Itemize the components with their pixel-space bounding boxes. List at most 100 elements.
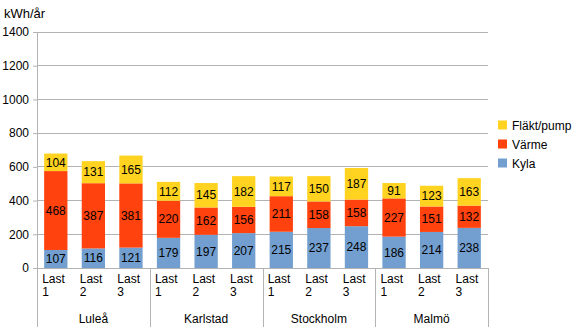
bar (44, 154, 67, 172)
group-label: Stockholm (291, 312, 347, 326)
group-separator (488, 268, 489, 327)
bar (382, 183, 405, 198)
y-tick: 1200 (2, 59, 37, 73)
bar (232, 207, 255, 233)
legend-label: Värme (512, 138, 548, 152)
y-axis: 0200400600800100012001400 (2, 25, 37, 275)
group-separator (37, 268, 38, 327)
data-label: 237 (309, 241, 329, 255)
legend-swatch (498, 140, 507, 149)
legend-label: Kyla (512, 157, 536, 171)
bar (82, 161, 105, 183)
x-tick-label: Last3 (456, 272, 479, 300)
data-label: 381 (121, 209, 141, 223)
y-tick-mark (33, 99, 37, 100)
data-label: 215 (271, 243, 291, 257)
bar (119, 183, 142, 247)
bar (458, 228, 481, 268)
y-tick-label: 1000 (2, 93, 29, 107)
x-tick-label: Last3 (343, 272, 366, 300)
x-tick-label: Last2 (305, 272, 328, 300)
data-label: 123 (422, 189, 442, 203)
bar (307, 228, 330, 268)
bar (382, 198, 405, 236)
x-tick: Last3 (456, 272, 479, 300)
bar (119, 156, 142, 184)
data-label: 187 (346, 177, 366, 191)
bar (232, 176, 255, 207)
group-label: Malmö (414, 312, 450, 326)
x-tick: Last1 (380, 272, 403, 300)
data-label: 112 (159, 185, 178, 199)
data-label: 387 (83, 209, 103, 223)
bar (345, 200, 368, 227)
data-label: 179 (159, 246, 179, 260)
x-tick: Last1 (42, 272, 65, 300)
bar (194, 207, 217, 234)
bar (44, 250, 67, 268)
bar (458, 206, 481, 228)
bar (194, 183, 217, 207)
bar (382, 237, 405, 268)
data-label: 121 (121, 251, 141, 265)
data-label: 207 (234, 244, 254, 258)
chart: 0200400600800100012001400kWh/år107116121… (0, 0, 579, 335)
bar (345, 168, 368, 200)
data-label: 214 (422, 243, 442, 257)
x-tick: Last3 (343, 272, 366, 300)
bar (157, 182, 180, 201)
x-tick: Last3 (117, 272, 140, 300)
bar (307, 201, 330, 228)
grid-line (37, 99, 488, 100)
bar (232, 233, 255, 268)
x-tick: Last2 (192, 272, 215, 300)
data-label: 162 (196, 214, 216, 228)
data-label: 145 (196, 188, 216, 202)
data-label: 468 (46, 204, 66, 218)
bar (420, 232, 443, 268)
grid-line (37, 32, 488, 33)
x-tick: Last3 (230, 272, 253, 300)
y-tick-mark (33, 167, 37, 168)
data-label: 131 (83, 165, 103, 179)
series (44, 226, 481, 268)
data-label: 182 (234, 185, 254, 199)
grid-line (37, 65, 488, 66)
y-tick-mark (33, 234, 37, 235)
data-label: 156 (234, 213, 254, 227)
data-label: 158 (346, 206, 366, 220)
x-tick-label: Last1 (380, 272, 403, 300)
legend-swatch (498, 121, 507, 130)
y-tick-label: 1200 (2, 59, 29, 73)
x-groups: Luleå Karlstad Stockholm Malmö (38, 268, 489, 327)
x-tick-label: Last1 (155, 272, 178, 300)
y-tick: 1400 (2, 25, 37, 39)
group-label: Luleå (79, 312, 109, 326)
y-tick-label: 400 (9, 194, 29, 208)
data-labels: 1071161211791972072152372481862142384683… (46, 156, 480, 267)
y-tick: 600 (9, 160, 37, 174)
y-tick-label: 1400 (2, 25, 29, 39)
y-tick: 400 (9, 194, 37, 208)
legend: Fläkt/pump Värme Kyla (498, 119, 572, 171)
legend-swatch (498, 159, 507, 168)
y-tick-label: 800 (9, 126, 29, 140)
data-label: 211 (272, 207, 291, 221)
group-label: Karlstad (184, 312, 228, 326)
y-tick: 1000 (2, 93, 37, 107)
data-label: 117 (272, 180, 291, 194)
y-tick-mark (33, 201, 37, 202)
y-tick-mark (33, 66, 37, 67)
data-label: 163 (459, 185, 479, 199)
x-tick-label: Last1 (42, 272, 65, 300)
bar (270, 232, 293, 268)
x-tick-label: Last2 (192, 272, 215, 300)
data-label: 186 (384, 246, 404, 260)
bar (82, 248, 105, 268)
data-label: 165 (121, 163, 141, 177)
series (44, 154, 481, 208)
legend-label: Fläkt/pump (512, 119, 572, 133)
bar (270, 196, 293, 232)
y-tick-mark (33, 32, 37, 33)
y-axis-title: kWh/år (4, 6, 46, 21)
